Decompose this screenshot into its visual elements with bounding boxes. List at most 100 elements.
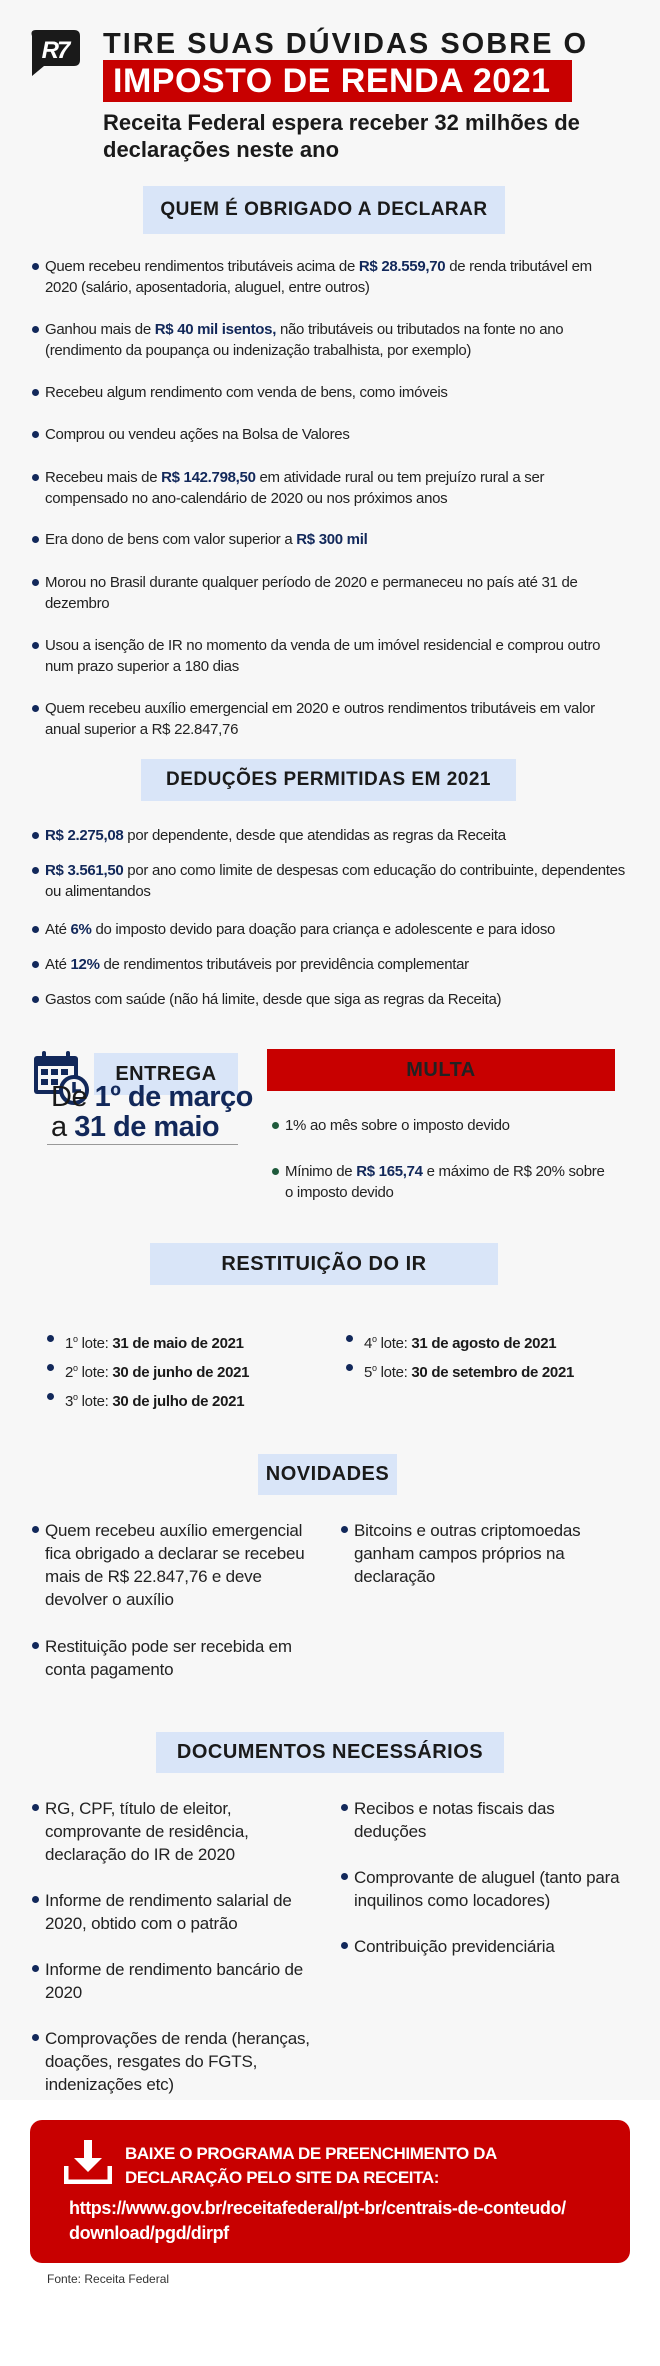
ordinal: o — [73, 1363, 78, 1373]
highlight-value: R$ 40 mil isentos, — [154, 321, 277, 338]
list-item: Até 6% do imposto devido para doação par… — [32, 919, 625, 940]
download-title: BAIXE O PROGRAMA DE PREENCHIMENTO DA DEC… — [125, 2144, 497, 2187]
item-text: Recebeu algum rendimento com venda de be… — [45, 384, 448, 401]
lote-label: lote: — [380, 1364, 408, 1381]
item-text: não tributáveis ou tributados na fonte n… — [45, 321, 564, 359]
list-item: Até 12% de rendimentos tributáveis por p… — [32, 954, 625, 975]
item-text: Era dono de bens com valor superior a — [45, 531, 297, 548]
lote-number: 4 — [364, 1335, 373, 1352]
lote-date: 31 de agosto de 2021 — [411, 1335, 557, 1352]
list-item: Recebeu mais de R$ 142.798,50 em ativida… — [32, 467, 625, 509]
list-item: Comprovações de renda (heranças, doações… — [32, 2027, 315, 2096]
entrega-title: ENTREGA — [94, 1053, 238, 1095]
ordinal: o — [73, 1392, 78, 1402]
item-text: do imposto devido para doação para crian… — [91, 921, 556, 938]
entrega-end-date: 31 de maio — [74, 1111, 220, 1143]
list-item: Quem recebeu auxílio emergencial fica ob… — [32, 1519, 315, 1611]
lote-number: 5 — [364, 1364, 373, 1381]
item-text: Quem recebeu auxílio emergencial em 2020… — [45, 700, 595, 738]
item-text: Usou a isenção de IR no momento da venda… — [45, 637, 601, 675]
item-text: Até — [45, 921, 71, 938]
item-text: Até — [45, 956, 71, 973]
section-title-restituicao: RESTITUIÇÃO DO IR — [150, 1243, 498, 1285]
list-item: Usou a isenção de IR no momento da venda… — [32, 635, 625, 677]
item-text: Gastos com saúde (não há limite, desde q… — [45, 991, 502, 1008]
highlight-value: R$ 142.798,50 — [161, 469, 256, 486]
item-text: em atividade rural ou tem prejuízo rural… — [45, 469, 545, 507]
lote-label: lote: — [81, 1335, 109, 1352]
source-note: Fonte: Receita Federal — [47, 2272, 170, 2286]
item-text: de rendimentos tributáveis por previdênc… — [99, 956, 469, 973]
list-item: Quem recebeu rendimentos tributáveis aci… — [32, 256, 625, 298]
lote-item: 5o lote: 30 de setembro de 2021 — [345, 1358, 575, 1383]
r7-logo: R7 — [30, 30, 80, 76]
item-text: Ganhou mais de — [45, 321, 155, 338]
item-text: 1% ao mês sobre o imposto devido — [285, 1117, 510, 1134]
list-item: Informe de rendimento salarial de 2020, … — [32, 1889, 315, 1935]
lote-item: 3o lote: 30 de julho de 2021 — [46, 1387, 245, 1412]
lote-item: 2o lote: 30 de junho de 2021 — [46, 1358, 250, 1383]
entrega-line2-prefix: a — [51, 1111, 75, 1143]
lote-date: 31 de maio de 2021 — [112, 1335, 244, 1352]
list-item: Gastos com saúde (não há limite, desde q… — [32, 989, 625, 1010]
lote-item: 1o lote: 31 de maio de 2021 — [47, 1329, 244, 1354]
list-item: RG, CPF, título de eleitor, comprovante … — [32, 1797, 315, 1866]
ordinal: o — [73, 1334, 78, 1344]
multa-title: MULTA — [267, 1049, 615, 1091]
item-text: Mínimo de — [285, 1163, 357, 1180]
lote-number: 1 — [65, 1335, 74, 1352]
calendar-clock-icon — [32, 1048, 90, 1111]
highlight-value: 12% — [70, 956, 100, 973]
list-item: Comprovante de aluguel (tanto para inqui… — [341, 1866, 624, 1912]
subtitle: Receita Federal espera receber 32 milhõe… — [103, 110, 580, 162]
title-line2: IMPOSTO DE RENDA 2021 — [103, 60, 572, 102]
lote-number: 3 — [65, 1393, 74, 1410]
entrega-line1-prefix: De — [51, 1081, 95, 1113]
list-item: R$ 3.561,50 por ano como limite de despe… — [32, 860, 625, 902]
highlight-value: R$ 300 mil — [296, 531, 368, 548]
item-text: Recebeu mais de — [45, 469, 162, 486]
item-text: de renda tributável em 2020 (salário, ap… — [45, 258, 592, 296]
item-text: e máximo de R$ 20% sobre o imposto devid… — [285, 1163, 605, 1201]
svg-text:R7: R7 — [42, 37, 72, 64]
list-item: Recebeu algum rendimento com venda de be… — [32, 382, 625, 403]
list-item: Restituição pode ser recebida em conta p… — [32, 1635, 315, 1681]
list-item: Bitcoins e outras criptomoedas ganham ca… — [341, 1519, 624, 1588]
lote-item: 4o lote: 31 de agosto de 2021 — [345, 1329, 557, 1354]
title-line1: TIRE SUAS DÚVIDAS SOBRE O — [103, 28, 589, 60]
lote-date: 30 de setembro de 2021 — [411, 1364, 575, 1381]
download-icon — [63, 2140, 113, 2189]
multa-item: 1% ao mês sobre o imposto devido — [272, 1115, 605, 1136]
list-item: Era dono de bens com valor superior a R$… — [32, 529, 625, 550]
highlight-value: 6% — [70, 921, 92, 938]
item-text: Comprou ou vendeu ações na Bolsa de Valo… — [45, 426, 350, 443]
lote-date: 30 de junho de 2021 — [112, 1364, 250, 1381]
section-title-novidades: NOVIDADES — [258, 1454, 397, 1495]
list-item: Recibos e notas fiscais das deduções — [341, 1797, 624, 1843]
highlight-value: R$ 28.559,70 — [358, 258, 446, 275]
download-url-link[interactable]: https://www.gov.br/receitafederal/pt-br/… — [69, 2198, 566, 2243]
section-title-deducoes: DEDUÇÕES PERMITIDAS EM 2021 — [141, 759, 516, 801]
lote-label: lote: — [81, 1393, 109, 1410]
list-item: Morou no Brasil durante qualquer período… — [32, 572, 625, 614]
lote-label: lote: — [380, 1335, 408, 1352]
highlight-value: R$ 3.561,50 — [45, 862, 124, 879]
item-text: Quem recebeu rendimentos tributáveis aci… — [45, 258, 359, 275]
lote-date: 30 de julho de 2021 — [112, 1393, 245, 1410]
list-item: Informe de rendimento bancário de 2020 — [32, 1958, 315, 2004]
lote-number: 2 — [65, 1364, 74, 1381]
item-text: por dependente, desde que atendidas as r… — [123, 827, 506, 844]
highlight-value: R$ 165,74 — [356, 1163, 423, 1180]
divider — [47, 1144, 238, 1145]
entrega-dates: De 1º de março a 31 de maio — [51, 1082, 253, 1142]
download-banner[interactable] — [30, 2120, 630, 2263]
multa-item: Mínimo de R$ 165,74 e máximo de R$ 20% s… — [272, 1161, 605, 1203]
list-item: Comprou ou vendeu ações na Bolsa de Valo… — [32, 424, 625, 445]
ordinal: o — [372, 1334, 377, 1344]
item-text: Morou no Brasil durante qualquer período… — [45, 574, 578, 612]
item-text: por ano como limite de despesas com educ… — [45, 862, 625, 900]
list-item: Ganhou mais de R$ 40 mil isentos, não tr… — [32, 319, 625, 361]
list-item: Quem recebeu auxílio emergencial em 2020… — [32, 698, 625, 740]
lote-label: lote: — [81, 1364, 109, 1381]
ordinal: o — [372, 1363, 377, 1373]
